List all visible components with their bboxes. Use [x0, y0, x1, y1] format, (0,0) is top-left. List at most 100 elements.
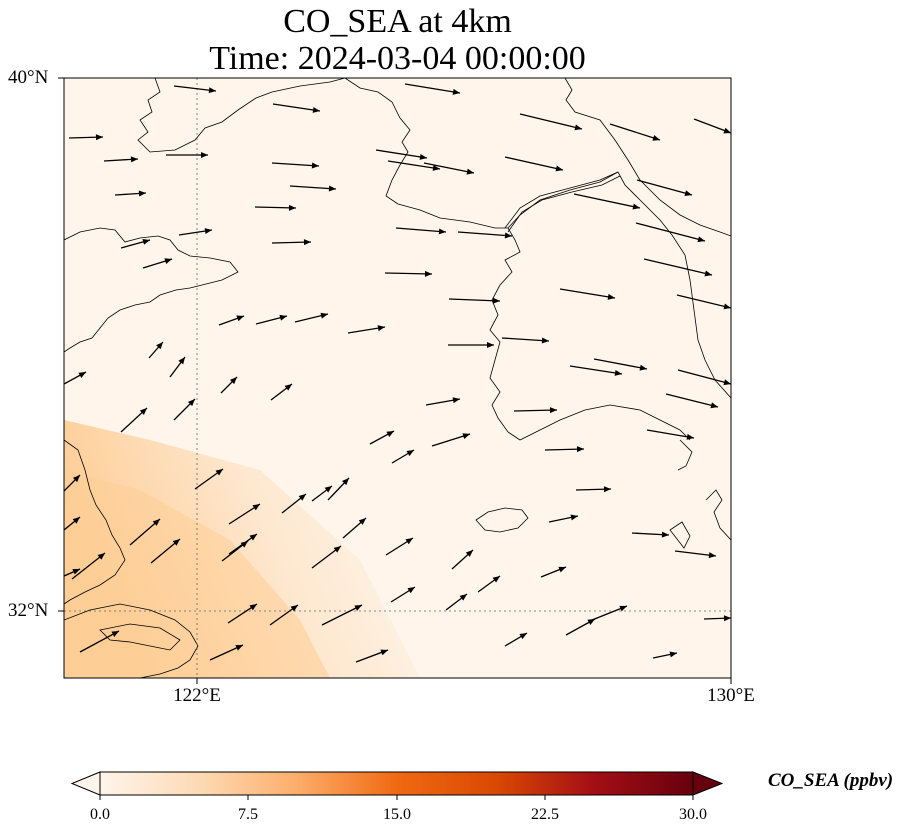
wind-vector-head: [576, 446, 584, 453]
wind-vector-head: [354, 605, 362, 611]
wind-vector: [289, 185, 337, 190]
wind-vector-head: [704, 270, 712, 277]
wind-vector-head: [541, 337, 549, 344]
wind-vector-head: [492, 297, 500, 304]
wind-vector: [272, 103, 321, 112]
wind-vector-head: [432, 164, 440, 171]
wind-vector-head: [684, 190, 692, 197]
wind-vector-head: [438, 228, 446, 235]
colorbar-tick-label: 7.5: [238, 806, 258, 823]
colorbar-extend-min: [70, 771, 101, 796]
wind-vector-head: [208, 87, 216, 94]
wind-vector-head: [723, 127, 731, 134]
wind-vector-head: [235, 645, 243, 651]
wind-vector-head: [130, 156, 138, 163]
wind-vector-head: [723, 615, 731, 622]
wind-vector-head: [723, 379, 731, 386]
wind-vector-head: [587, 619, 595, 626]
wind-vector-head: [555, 165, 563, 172]
coastline-jiangsu: [64, 439, 126, 605]
wind-vector: [457, 231, 513, 237]
lon-label-130e: 130°E: [707, 685, 755, 706]
colorbar-extend-max: [692, 771, 724, 796]
wind-vector-head: [386, 431, 394, 437]
wind-vector: [375, 149, 428, 159]
wind-vector-head: [72, 569, 80, 575]
wind-vector-head: [452, 397, 460, 404]
wind-vector-head: [215, 469, 223, 476]
wind-vector-head: [204, 228, 212, 235]
wind-vector-head: [549, 407, 557, 414]
wind-vector-head: [249, 534, 257, 541]
wind-vector-head: [178, 357, 185, 365]
wind-vector-head: [324, 486, 332, 493]
wind-vector-head: [333, 546, 341, 553]
wind-vector-head: [652, 135, 660, 141]
wind-vector-head: [669, 651, 677, 658]
wind-vector-head: [290, 605, 298, 612]
wind-vector-head: [172, 539, 180, 546]
wind-vector: [677, 369, 731, 385]
coastline-korea-north-border: [504, 171, 621, 233]
wind-vector-head: [504, 232, 512, 239]
wind-vector-head: [279, 314, 287, 321]
gridlines: [64, 78, 731, 678]
wind-vector-head: [72, 475, 80, 483]
wind-vector: [384, 272, 433, 275]
coastline-jeju: [475, 507, 529, 533]
wind-vector-head: [710, 402, 718, 409]
colorbar: [70, 771, 724, 800]
wind-vector-head: [405, 538, 413, 545]
coastline-japan-tsushima: [669, 521, 691, 549]
coastline-japan-kyushu: [705, 489, 731, 541]
wind-vector-head: [519, 633, 527, 640]
axis-ticks: [58, 77, 732, 684]
wind-vector-head: [465, 550, 473, 557]
wind-vector-head: [139, 408, 147, 415]
wind-vector-head: [723, 303, 731, 310]
wind-vector-head: [424, 270, 432, 277]
wind-vector-head: [312, 107, 320, 113]
wind-vector: [387, 160, 441, 170]
wind-vector-head: [111, 631, 119, 637]
wind-vector-head: [466, 168, 474, 175]
wind-vector: [643, 258, 713, 276]
wind-vector: [448, 298, 501, 302]
coastline-korea-islands: [677, 439, 693, 471]
wind-vector-head: [156, 342, 163, 350]
wind-vector-head: [311, 162, 319, 169]
wind-vector-head: [452, 88, 460, 95]
wind-vector-head: [249, 604, 257, 611]
wind-vector: [519, 113, 583, 130]
wind-vector: [569, 365, 623, 375]
wind-vector-head: [406, 450, 414, 457]
wind-vector: [676, 294, 731, 309]
map-subtitle-time: Time: 2024-03-04 00:00:00: [209, 40, 586, 77]
wind-vector-head: [492, 576, 500, 583]
wind-vector-head: [284, 384, 292, 391]
wind-vector-head: [236, 315, 244, 322]
colorbar-tick-label: 0.0: [90, 806, 110, 823]
wind-vector: [423, 162, 475, 174]
wind-vector-head: [328, 185, 336, 192]
wind-vector: [395, 227, 447, 233]
wind-vector-head: [341, 478, 349, 486]
wind-vector-head: [72, 517, 80, 524]
colorbar-gradient: [100, 772, 693, 795]
wind-vector: [513, 409, 558, 412]
wind-vector-head: [142, 238, 150, 245]
wind-vector-head: [252, 504, 260, 511]
wind-vector-head: [320, 312, 328, 319]
wind-vector-head: [574, 124, 582, 131]
wind-vector: [173, 85, 217, 92]
wind-vector: [573, 193, 641, 209]
wind-vector-head: [697, 236, 705, 243]
colorbar-tick-label: 30.0: [679, 806, 707, 823]
wind-vector: [321, 604, 363, 626]
lat-label-32n: 32°N: [8, 600, 49, 621]
map-frame: [63, 77, 732, 679]
coastlines: [64, 78, 731, 678]
wind-vector-head: [240, 541, 248, 548]
coastline-liaodong: [137, 78, 346, 153]
wind-vector-head: [298, 494, 306, 501]
